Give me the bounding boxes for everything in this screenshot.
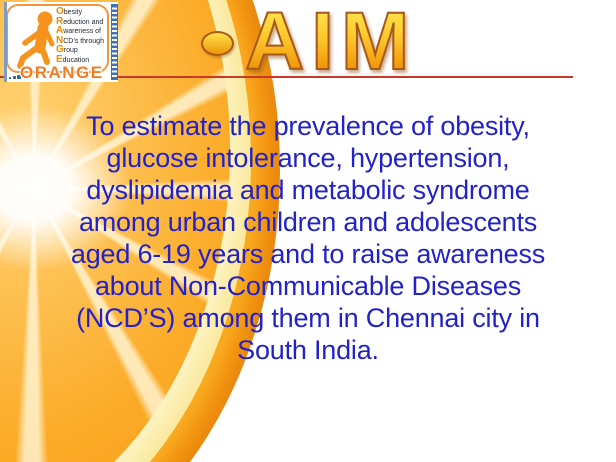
- slide-body-text: To estimate the prevalence of obesity, g…: [30, 110, 586, 366]
- logo-line: Education: [56, 53, 90, 65]
- running-person-icon: [17, 11, 55, 69]
- logo-line: Obesity: [56, 6, 83, 17]
- logo-line: Group: [56, 44, 78, 56]
- body-line: aged 6-19 years and to raise awareness: [70, 239, 546, 269]
- logo-left-strip: [4, 2, 7, 82]
- body-line: about Non-Communicable Diseases: [94, 271, 521, 301]
- body-line: To estimate the prevalence of obesity,: [86, 111, 530, 141]
- logo-line: NCD’s through: [56, 34, 104, 46]
- slide-title-text: AIM: [244, 0, 417, 87]
- body-line: (NCD’S) among them in Chennai city in: [76, 303, 540, 333]
- body-line: dyslipidemia and metabolic syndrome: [86, 175, 530, 205]
- body-line: among urban children and adolescents: [78, 207, 538, 237]
- body-line: glucose intolerance, hypertension,: [106, 143, 510, 173]
- logo-dots-icon: [9, 75, 21, 79]
- logo-brand-text: ORANGE: [20, 63, 104, 82]
- logo-line: Reduction and: [56, 15, 104, 27]
- logo-line: Awareness of: [56, 25, 101, 37]
- title-divider-line: [0, 76, 573, 78]
- logo-ruler-icon: [111, 4, 118, 80]
- logo-acronym-lines: Obesity Reduction and Awareness of NCD’s…: [56, 6, 114, 66]
- title-bullet-icon: [201, 30, 234, 56]
- slide-title: AIM: [201, 0, 417, 87]
- body-line: South India.: [237, 335, 379, 365]
- logo-rope-border: [6, 4, 109, 73]
- orange-program-logo: Obesity Reduction and Awareness of NCD’s…: [4, 2, 118, 82]
